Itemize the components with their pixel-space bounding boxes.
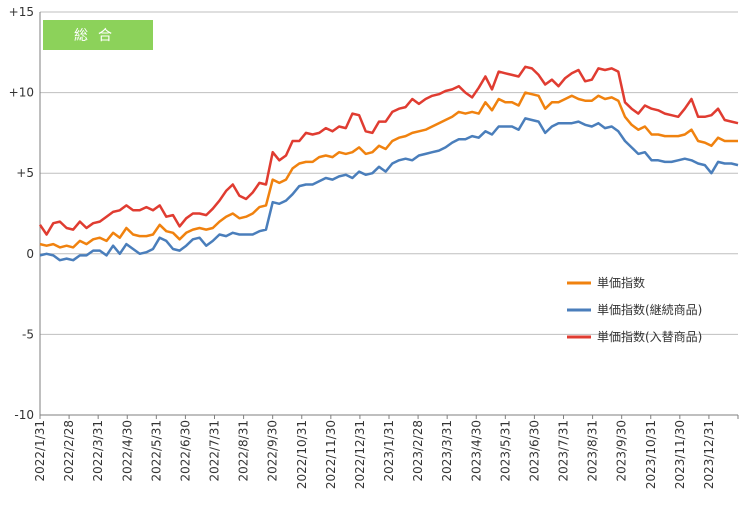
x-axis: 2022/1/31 2022/2/28 2022/3/31 2022/4/30 2022… [33,414,739,489]
x-tick-label: 2022/12/31 [353,420,367,489]
x-tick-label: 2023/3/31 [440,420,454,482]
series-line-2 [39,117,739,262]
category-badge: 総合 [43,20,153,50]
x-tick-label: 2022/2/28 [62,420,76,482]
x-tick-label: 2023/5/31 [498,420,512,482]
x-tick-label: 2022/1/31 [33,420,47,482]
legend-label: 単価指数(継続商品) [597,302,702,317]
x-tick-label: 2022/5/31 [149,420,163,482]
y-axis: +15 +10 +5 0 -5 -10 [9,5,41,422]
x-tick-label: 2023/7/31 [557,420,571,482]
x-tick-label: 2023/1/31 [382,420,396,482]
legend-label: 単価指数(入替商品) [597,329,702,344]
x-tick-label: 2022/3/31 [91,420,105,482]
x-tick-label: 2022/10/31 [295,420,309,489]
y-tick-label: -10 [14,408,34,422]
y-tick-label: +15 [9,5,34,19]
y-tick-label: 0 [26,247,34,261]
legend-label: 単価指数 [597,275,645,290]
x-tick-label: 2023/12/31 [702,420,716,489]
x-tick-label: 2023/10/31 [644,420,658,489]
y-tick-label: +5 [16,166,34,180]
x-tick-label: 2022/6/30 [178,420,192,482]
x-tick-label: 2023/11/30 [673,420,687,489]
series-line-1 [39,91,738,249]
x-tick-label: 2022/11/30 [324,420,338,489]
x-tick-label: 2023/2/28 [411,420,425,482]
y-tick-label: -5 [22,327,34,341]
series-lines [38,65,739,262]
badge-label: 総合 [74,28,122,44]
x-tick-label: 2023/8/31 [586,420,600,482]
x-tick-label: 2022/8/31 [237,420,251,482]
badge-background [43,20,153,50]
grid-lines [40,11,738,416]
y-tick-label: +10 [9,86,34,100]
x-tick-label: 2023/9/30 [615,420,629,482]
x-tick-label: 2022/9/30 [266,420,280,482]
x-tick-label: 2022/4/30 [120,420,134,482]
x-tick-label: 2023/6/30 [527,420,541,482]
x-tick-label: 2022/7/31 [208,420,222,482]
x-tick-label: 2023/4/30 [469,420,483,482]
series-line-3 [38,65,739,236]
